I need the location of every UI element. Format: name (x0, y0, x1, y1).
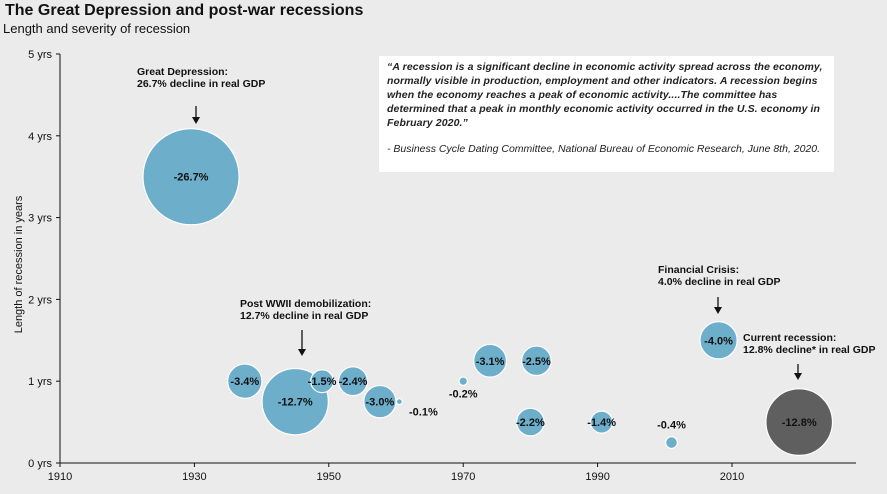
bubble-label: -2.4% (339, 376, 368, 388)
y-tick-label: 5 yrs (28, 49, 52, 61)
annotation-text: 12.7% decline in real GDP (240, 310, 368, 322)
chart-subtitle: Length and severity of recession (3, 21, 191, 36)
y-tick-label: 4 yrs (28, 131, 52, 143)
x-tick-label: 1990 (585, 471, 609, 483)
bubble-label: -1.5% (308, 376, 337, 388)
bubble-label: -0.1% (409, 407, 438, 419)
annotation-text: 12.8% decline* in real GDP (743, 344, 875, 356)
y-tick-label: 0 yrs (28, 458, 52, 470)
annotation-arrow-head (714, 307, 722, 314)
annotation-arrow-head (794, 373, 802, 380)
annotation-text: Current recession: (743, 332, 836, 344)
bubble-label: -4.0% (704, 335, 733, 347)
annotation-arrow-head (298, 349, 306, 356)
bubble-label: -2.2% (516, 417, 545, 429)
quote-text: “A recession is a significant decline in… (387, 61, 823, 129)
bubble (765, 388, 834, 456)
bubble-label: -0.2% (449, 388, 478, 400)
annotation-text: Post WWII demobilization: (240, 298, 371, 310)
quote-box: “A recession is a significant decline in… (379, 56, 834, 172)
quote-source: - Business Cycle Dating Committee, Natio… (387, 143, 821, 155)
y-tick-label: 1 yrs (28, 376, 52, 388)
x-tick-label: 2010 (720, 471, 744, 483)
y-tick-label: 2 yrs (28, 294, 52, 306)
bubble (310, 369, 335, 394)
bubble-label: -3.4% (230, 376, 259, 388)
bubble-label: -12.8% (782, 417, 817, 429)
bubble-label: -3.1% (476, 356, 505, 368)
y-axis-title: Length of recession in years (13, 195, 25, 333)
bubble (227, 363, 263, 399)
bubble (337, 366, 368, 397)
annotation-text: 26.7% decline in real GDP (137, 78, 265, 90)
bubble-label: -3.0% (365, 397, 394, 409)
bubble (665, 436, 679, 450)
bubble-label: -12.7% (278, 397, 313, 409)
bubbles: -26.7% -3.4% -12.7% -1.5% -2.4% -3.0% -0.1% -0.… (142, 128, 834, 456)
bubble (699, 321, 738, 360)
x-tick-label: 1910 (48, 471, 72, 483)
annotation-text: Financial Crisis: (658, 264, 739, 276)
bubble (458, 376, 468, 386)
bubble-label: -26.7% (174, 172, 209, 184)
axes: 0 yrs 1 yrs 2 yrs 3 yrs 4 yrs 5 yrs 1910 1930 19… (13, 49, 856, 483)
y-tick-label: 3 yrs (28, 213, 52, 225)
annotation-text: Great Depression: (137, 66, 228, 78)
bubble (521, 345, 552, 377)
x-tick-label: 1970 (451, 471, 475, 483)
x-tick-label: 1930 (182, 471, 206, 483)
bubble (516, 407, 545, 437)
bubble (473, 343, 508, 378)
bubble (590, 410, 614, 434)
bubble-label: -0.4% (657, 420, 686, 432)
bubble (395, 398, 403, 406)
bubble-label: -1.4% (587, 417, 616, 429)
annotations: Great Depression:26.7% decline in real G… (137, 66, 875, 380)
bubble-label: -2.5% (522, 356, 551, 368)
chart-title: The Great Depression and post-war recess… (5, 2, 364, 19)
bubble (142, 128, 240, 226)
annotation-arrow-head (192, 117, 200, 124)
x-tick-label: 1950 (317, 471, 341, 483)
annotation-text: 4.0% decline in real GDP (658, 276, 781, 288)
